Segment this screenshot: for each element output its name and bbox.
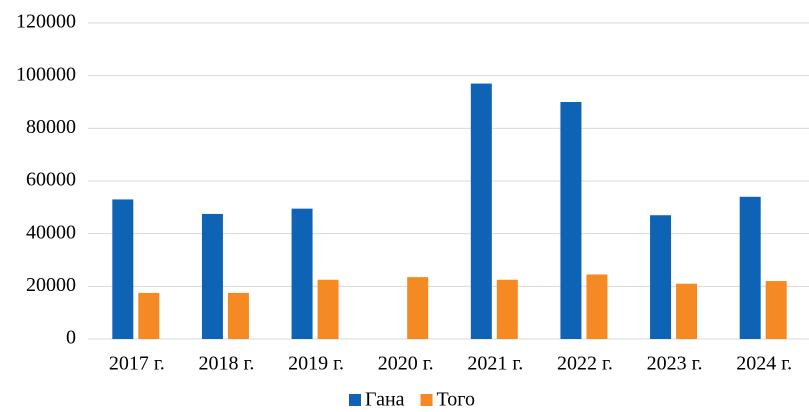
- bar: [650, 215, 672, 339]
- bar: [765, 281, 787, 339]
- bar: [227, 292, 249, 339]
- y-tick-label: 100000: [16, 63, 76, 85]
- x-tick-label: 2018 г.: [198, 353, 254, 375]
- x-tick-label: 2021 г.: [467, 353, 523, 375]
- y-tick-label: 20000: [26, 274, 76, 296]
- legend-swatch: [420, 394, 433, 406]
- bar: [739, 196, 761, 339]
- x-tick-label: 2020 г.: [378, 353, 434, 375]
- bar: [291, 208, 313, 339]
- bar: [676, 283, 698, 339]
- y-tick-label: 40000: [26, 221, 76, 243]
- legend-label: Гана: [365, 389, 405, 411]
- legend-swatch: [349, 394, 361, 406]
- y-tick-label: 80000: [26, 116, 76, 138]
- bar: [407, 277, 429, 339]
- bar: [201, 213, 223, 339]
- x-tick-label: 2022 г.: [557, 353, 613, 375]
- x-tick-label: 2023 г.: [647, 353, 703, 375]
- x-tick-label: 2017 г.: [109, 353, 165, 375]
- bar: [112, 199, 134, 339]
- bar: [138, 292, 160, 339]
- x-tick-label: 2024 г.: [736, 353, 792, 375]
- legend-label: Того: [437, 389, 475, 411]
- bar: [586, 274, 608, 339]
- bar: [470, 83, 492, 339]
- y-tick-label: 60000: [26, 169, 76, 191]
- bar: [496, 279, 518, 339]
- bar: [560, 102, 582, 339]
- y-tick-label: 0: [66, 327, 76, 349]
- y-tick-label: 120000: [16, 11, 76, 33]
- x-tick-label: 2019 г.: [288, 353, 344, 375]
- bar: [317, 279, 339, 339]
